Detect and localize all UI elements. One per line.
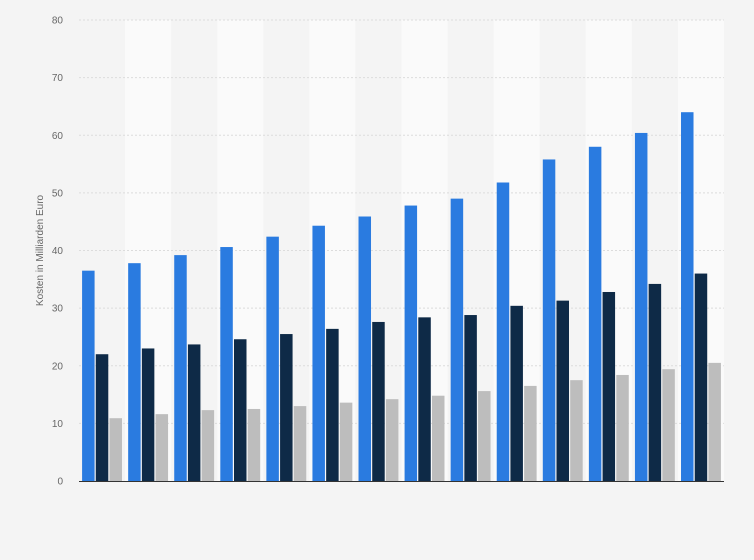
bar (431, 395, 445, 481)
bar (634, 132, 648, 481)
y-tick-label: 30 (52, 304, 64, 315)
bar (510, 305, 523, 481)
y-axis-ticks: 0 10 20 30 40 50 60 70 80 (52, 16, 64, 488)
bar (128, 263, 141, 481)
bar (266, 236, 279, 481)
bar (616, 374, 629, 481)
bar (95, 354, 109, 481)
bar (602, 291, 616, 481)
bar (339, 402, 353, 481)
bar (155, 414, 169, 481)
bar (478, 391, 491, 481)
bar (220, 247, 233, 481)
bar (418, 317, 431, 481)
bar (681, 112, 694, 481)
bar (450, 198, 464, 481)
bar (358, 216, 372, 481)
y-axis-title: Kosten in Milliarden Euro (35, 194, 46, 306)
bar (385, 399, 399, 481)
bar (372, 321, 385, 481)
y-tick-label: 50 (52, 188, 64, 199)
y-tick-label: 80 (52, 16, 64, 27)
y-tick-label: 10 (52, 419, 64, 430)
bar (312, 225, 325, 481)
bar (247, 408, 261, 481)
bar (404, 205, 418, 482)
y-tick-label: 0 (57, 477, 63, 488)
y-tick-label: 60 (52, 131, 64, 142)
bar (662, 369, 675, 481)
bar (542, 159, 556, 481)
bar-series (82, 112, 721, 482)
bar (280, 334, 293, 481)
bar (174, 255, 187, 481)
y-tick-label: 40 (52, 246, 64, 257)
bar (187, 344, 201, 481)
bar (570, 380, 583, 481)
y-tick-label: 70 (52, 73, 64, 84)
bar (496, 182, 510, 481)
bar (326, 328, 339, 481)
bar (141, 348, 155, 481)
bar (588, 146, 602, 481)
bar (234, 339, 247, 481)
y-tick-label: 20 (52, 361, 64, 372)
bar (464, 315, 477, 481)
bar (109, 418, 122, 481)
bar (694, 273, 708, 481)
bar (648, 283, 662, 481)
bar (708, 362, 721, 481)
bar (82, 270, 95, 481)
bar (524, 385, 537, 481)
bar (556, 300, 569, 481)
bar (293, 406, 307, 481)
bar (201, 410, 215, 481)
